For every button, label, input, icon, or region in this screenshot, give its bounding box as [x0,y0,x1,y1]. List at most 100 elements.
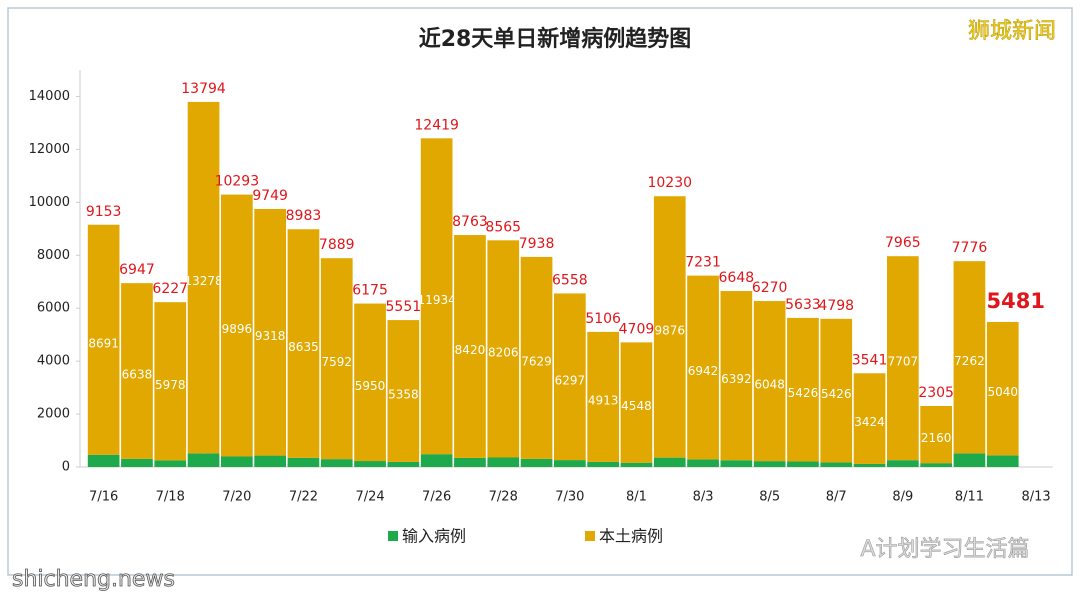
bar-segment [820,462,853,467]
total-label: 5551 [386,299,422,315]
data-label: 3424 [854,415,885,429]
total-label: 8565 [485,219,521,235]
bar-segment [354,303,386,462]
data-label: 2160 [921,431,952,445]
bar-segment [287,229,320,458]
total-label: 5106 [585,311,621,327]
data-label: 8420 [455,343,486,357]
data-label: 6638 [122,367,153,381]
bar-segment [953,453,986,467]
total-label: 7889 [319,237,355,253]
data-label: 5978 [155,378,186,392]
bar-segment [520,458,553,467]
total-label: 5481 [987,289,1045,313]
bar-segment [121,458,153,467]
bar-segment [254,208,286,456]
data-label: 7629 [521,354,552,368]
bar-segment [487,240,520,458]
data-label: 5950 [355,379,386,393]
bar-segment [787,317,819,462]
x-tick-label: 7/18 [156,490,185,505]
data-label: 4913 [588,393,619,407]
watermark: shicheng.news [12,567,175,592]
total-label: 8763 [452,214,488,230]
bar-segment [986,321,1019,456]
bar-segment [720,460,753,467]
x-tick-label: 8/13 [1021,490,1050,505]
bar-segment [320,459,353,467]
data-label: 6392 [721,372,752,386]
bar-segment [853,463,886,467]
y-tick-label: 8000 [37,248,70,263]
data-label: 5426 [821,387,852,401]
y-tick-label: 10000 [29,195,70,210]
total-label: 13794 [181,81,226,97]
y-tick-label: 14000 [29,89,70,104]
bar-segment [487,457,520,467]
x-tick-label: 7/30 [555,490,584,505]
bar-segment [986,455,1019,467]
total-label: 6947 [119,262,155,278]
bar-segment [554,293,586,461]
bar-segment [720,291,753,461]
bar-segment [121,283,153,459]
bar-segment [687,275,719,460]
x-tick-label: 7/16 [89,490,118,505]
bar-segment [587,461,619,467]
bar-segment [420,138,453,455]
legend-label: 本土病例 [599,527,663,546]
total-label: 10293 [215,174,260,190]
bar-segment [221,194,253,457]
data-label: 5040 [987,385,1018,399]
x-tick-label: 8/7 [826,490,847,505]
bar-segment [187,101,220,454]
bar-segment [653,196,686,458]
data-label: 8635 [288,340,319,354]
x-tick-label: 8/5 [759,490,780,505]
data-label: 8206 [488,345,519,359]
x-tick-label: 7/20 [222,490,251,505]
bar-segment [887,256,919,461]
bar-segment [620,462,653,467]
data-label: 9896 [222,322,253,336]
total-label: 3541 [852,352,888,368]
total-label: 7965 [885,235,921,251]
bar-segment [287,457,320,467]
watermark: 狮城新闻 [968,19,1056,44]
bar-segment [520,256,553,459]
total-label: 6270 [752,280,788,296]
x-tick-label: 7/22 [289,490,318,505]
bar-segment [853,373,886,464]
y-tick-label: 4000 [37,354,70,369]
chart-title: 近28天单日新增病例趋势图 [419,26,692,52]
x-tick-label: 7/24 [355,490,384,505]
total-label: 4798 [818,298,854,314]
data-label: 7592 [321,355,352,369]
data-label: 6942 [688,364,719,378]
watermark: A计划学习生活篇 [860,537,1029,562]
data-label: 4548 [621,399,652,413]
data-label: 13278 [184,274,222,288]
bar-segment [221,456,253,467]
bar-segment [653,457,686,467]
total-label: 7776 [952,240,988,256]
bar-segment [920,405,952,464]
total-label: 6648 [719,270,755,286]
bar-segment [187,453,220,467]
bar-segment [387,461,420,467]
bar-segment [920,463,952,467]
bar-segment [820,318,853,463]
bar-segment [753,301,786,462]
bar-segment [787,461,819,467]
bar-segment [587,331,619,462]
data-label: 9876 [654,323,685,337]
data-label: 6297 [555,373,586,387]
data-label: 8691 [88,336,119,350]
x-tick-label: 7/26 [422,490,451,505]
total-label: 10230 [647,175,692,191]
bar-segment [420,454,453,467]
total-label: 7231 [685,255,721,271]
x-tick-label: 8/1 [626,490,647,505]
bar-segment [354,461,386,467]
